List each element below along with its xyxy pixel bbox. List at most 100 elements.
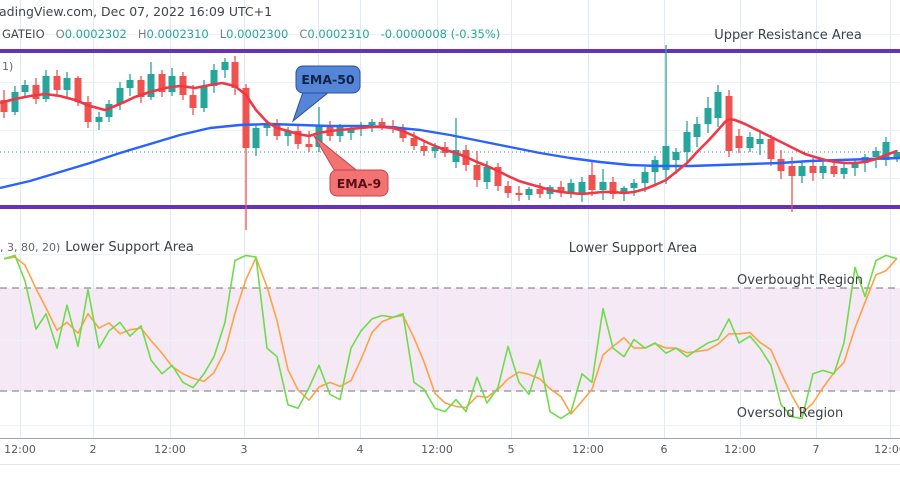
candle-body [42, 76, 50, 99]
candle-body [315, 126, 323, 147]
stoch-indicator-title: , 3, 80, 20) Lower Support Area [0, 240, 194, 255]
candle-body [105, 104, 113, 117]
ema9-callout-label: EMA-9 [337, 176, 382, 191]
candle-body [725, 96, 733, 151]
candle-body [63, 78, 71, 90]
time-tick-label: 12:00 [421, 443, 453, 456]
candle-body [704, 108, 712, 124]
ema50-line[interactable] [0, 122, 900, 190]
candle-body [200, 86, 208, 108]
ema9-line[interactable] [0, 81, 898, 196]
stoch-k-line[interactable] [3, 254, 898, 420]
candle-body [830, 166, 838, 174]
chart-graphics [0, 0, 900, 465]
candle-body [95, 117, 103, 122]
time-tick-label: 4 [356, 443, 364, 456]
low-readout: L0.0002300 [219, 27, 289, 41]
candle-body [221, 62, 229, 70]
candle-body [263, 123, 271, 128]
candle-body [126, 80, 134, 88]
price-indicator-fragment: 1) [2, 60, 14, 73]
ohlc-row: GATEIO O0.0002302 H0.0002310 L0.0002300 … [2, 27, 500, 41]
candle-body [819, 166, 827, 173]
candle-body [798, 166, 806, 176]
candle-body [410, 138, 418, 146]
candle-body [567, 183, 575, 192]
candle-body [53, 76, 61, 90]
time-axis[interactable]: 12:00 2 12:00 3 4 12:00 5 12:00 6 12:00 7 12:00 [0, 443, 900, 459]
ema9-callout-box[interactable] [329, 169, 389, 197]
candle-body [588, 175, 596, 190]
candle-body [116, 88, 124, 104]
close-readout: C0.0002310 [299, 27, 370, 41]
candle-body [210, 70, 218, 86]
candle-body [473, 165, 481, 180]
candle-body [21, 85, 29, 92]
time-tick-label: 12:00 [4, 443, 36, 456]
candle-body [32, 85, 40, 99]
candle-body [672, 152, 680, 160]
candle-body [294, 131, 302, 144]
candle-body [525, 189, 533, 195]
candle-body [893, 152, 900, 158]
candle-body [252, 128, 260, 148]
time-tick-label: 5 [507, 443, 515, 456]
candle-body [147, 74, 155, 97]
candle-body [557, 187, 565, 192]
candle-body [305, 144, 313, 147]
candle-body [11, 92, 19, 112]
candle-body [746, 137, 754, 148]
ema50-callout-label: EMA-50 [301, 72, 355, 87]
symbol-label: GATEIO [2, 27, 45, 41]
candle-body [347, 128, 355, 133]
oversold-region-label: Oversold Region [736, 406, 844, 421]
candle-body [84, 102, 92, 122]
overbought-region-label: Overbought Region [737, 273, 863, 288]
candle-body [483, 167, 491, 182]
time-tick-label: 12:00 [874, 443, 900, 456]
candle-body [609, 182, 617, 194]
time-tick-label: 6 [660, 443, 668, 456]
high-readout: H0.0002310 [137, 27, 209, 41]
candle-body [788, 166, 796, 176]
candle-body [137, 80, 145, 97]
time-tick-label: 12:00 [724, 443, 756, 456]
time-tick-label: 7 [812, 443, 820, 456]
candle-body [431, 147, 439, 151]
ema9-callout-tail [313, 135, 362, 174]
candle-body [735, 136, 743, 148]
candle-body [420, 146, 428, 151]
time-tick-label: 12:00 [572, 443, 604, 456]
open-readout: O0.0002302 [55, 27, 127, 41]
ema50-callout-box[interactable] [295, 65, 361, 94]
candle-body [840, 168, 848, 174]
candle-body [683, 132, 691, 152]
candle-body [767, 139, 775, 159]
lower-support-label-right: Lower Support Area [568, 241, 698, 256]
candle-body [693, 124, 701, 137]
candle-body [777, 159, 785, 171]
candle-body [242, 88, 250, 148]
time-tick-label: 12:00 [154, 443, 186, 456]
ema50-callout-tail [291, 91, 331, 123]
candle-body [630, 183, 638, 188]
candle-body [504, 186, 512, 193]
candle-body [399, 129, 407, 138]
candle-body [378, 122, 386, 126]
candle-body [231, 62, 239, 88]
watermark-text: adingView.com, Dec 07, 2022 16:09 UTC+1 [0, 4, 273, 19]
time-tick-label: 3 [240, 443, 248, 456]
candle-body [620, 188, 628, 194]
candle-body [714, 92, 722, 118]
candle-body [882, 142, 890, 160]
candle-body [662, 146, 670, 170]
candle-body [0, 100, 8, 112]
candle-body [641, 172, 649, 183]
candle-body [809, 166, 817, 173]
candle-body [536, 189, 544, 194]
candle-body [599, 182, 607, 190]
candle-body [74, 78, 82, 102]
candle-body [273, 123, 281, 136]
